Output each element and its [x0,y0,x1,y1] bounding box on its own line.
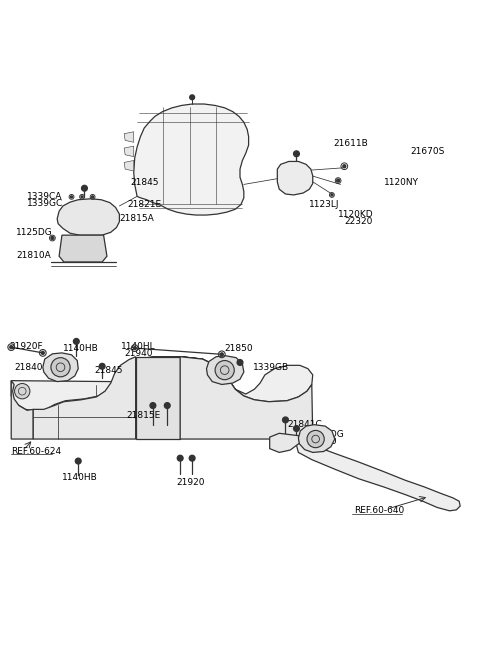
Polygon shape [33,357,136,439]
Polygon shape [277,161,313,195]
Circle shape [41,352,44,354]
Text: 1125DG: 1125DG [16,228,53,237]
Circle shape [215,361,234,380]
Text: 1140HB: 1140HB [62,473,98,482]
Circle shape [150,403,156,409]
Text: 1120NY: 1120NY [384,178,419,186]
Text: 21940: 21940 [124,349,153,358]
Polygon shape [43,353,78,382]
Polygon shape [59,235,107,262]
Text: 21670S: 21670S [410,148,444,156]
Circle shape [82,186,87,191]
Circle shape [71,196,72,198]
Text: 21815A: 21815A [120,215,154,224]
Circle shape [164,403,170,409]
Text: 1339GB: 1339GB [253,363,289,372]
Text: 21821E: 21821E [128,200,162,209]
Circle shape [14,384,30,399]
Text: 21840: 21840 [14,363,43,372]
Text: 21845: 21845 [130,178,158,186]
Polygon shape [124,161,134,171]
Polygon shape [134,104,249,215]
Text: REF.60-640: REF.60-640 [354,506,404,516]
Circle shape [73,338,79,344]
Text: REF.60-624: REF.60-624 [11,447,61,456]
Polygon shape [299,424,335,453]
Circle shape [237,359,243,365]
Text: 21920: 21920 [177,478,205,487]
Circle shape [307,430,324,447]
Circle shape [81,196,83,198]
Circle shape [51,237,54,239]
Circle shape [133,346,136,350]
Circle shape [220,353,223,356]
Text: 21920F: 21920F [9,342,43,351]
Circle shape [190,95,194,100]
Circle shape [283,417,288,422]
Polygon shape [297,439,460,511]
Circle shape [99,363,105,369]
Text: 21845: 21845 [94,365,122,375]
Circle shape [75,458,81,464]
Text: 1339CA: 1339CA [27,192,62,201]
Text: 21815E: 21815E [126,411,160,420]
Text: 21611B: 21611B [333,139,368,148]
Circle shape [343,165,346,168]
Text: 21841C: 21841C [287,420,322,429]
Polygon shape [206,356,244,384]
Circle shape [189,455,195,461]
Text: 1120KD: 1120KD [338,209,374,218]
Polygon shape [11,357,313,411]
Text: 1339GC: 1339GC [27,199,63,208]
Text: 21850: 21850 [225,344,253,353]
Polygon shape [11,380,33,439]
Polygon shape [136,357,180,439]
Text: 1123LJ: 1123LJ [310,200,340,209]
Text: 21810A: 21810A [16,251,51,260]
Polygon shape [124,146,134,157]
Polygon shape [270,434,300,453]
Circle shape [177,455,183,461]
Circle shape [294,151,300,157]
Text: 1140HB: 1140HB [63,344,99,353]
Circle shape [294,426,300,432]
Circle shape [331,194,333,196]
Circle shape [51,358,70,377]
Polygon shape [57,199,120,235]
Polygon shape [124,132,134,142]
Circle shape [10,346,12,348]
Polygon shape [180,357,313,439]
Text: 1125DG: 1125DG [308,430,345,439]
Circle shape [92,196,94,198]
Text: 1140HL: 1140HL [121,342,156,351]
Circle shape [336,179,339,182]
Text: 22320: 22320 [344,217,372,226]
Text: 21830: 21830 [308,438,336,447]
